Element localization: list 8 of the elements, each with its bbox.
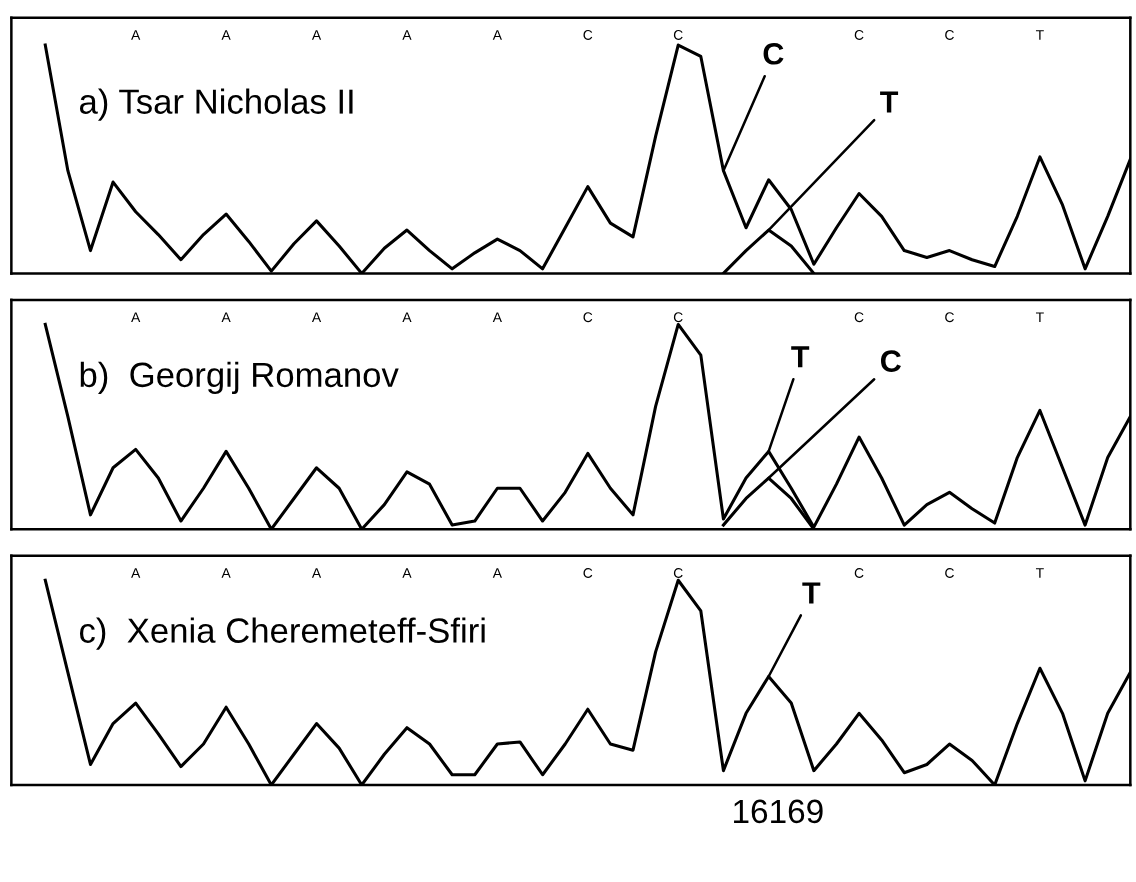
text: c) Xenia Cheremeteff-Sfiri: [79, 617, 485, 650]
text: T: [802, 582, 821, 604]
text: b) Georgij Romanov: [80, 361, 399, 395]
text: T: [880, 91, 899, 113]
text: a) Tsar Nicholas II: [79, 88, 353, 121]
x-axis-title: 16169: [734, 799, 823, 824]
text: C: [881, 350, 901, 372]
text: T: [791, 346, 810, 368]
